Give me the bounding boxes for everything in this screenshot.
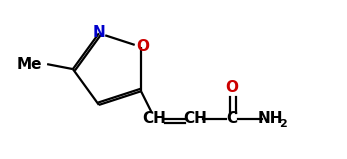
Text: CH: CH — [142, 111, 166, 127]
Text: CH: CH — [184, 111, 208, 127]
Text: O: O — [136, 39, 150, 54]
Text: O: O — [226, 80, 239, 95]
Text: N: N — [93, 25, 105, 40]
Text: 2: 2 — [279, 119, 287, 129]
Text: C: C — [227, 111, 238, 127]
Text: Me: Me — [17, 57, 42, 72]
Text: NH: NH — [257, 111, 283, 127]
